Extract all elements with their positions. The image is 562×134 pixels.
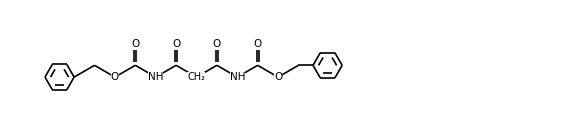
Text: CH₂: CH₂ [188,72,206,82]
Text: O: O [111,72,119,82]
Text: O: O [274,72,282,82]
Text: O: O [131,39,139,49]
Text: O: O [172,39,180,49]
Text: NH: NH [148,72,164,82]
Text: O: O [213,39,221,49]
Text: NH: NH [229,72,245,82]
Text: O: O [253,39,262,49]
